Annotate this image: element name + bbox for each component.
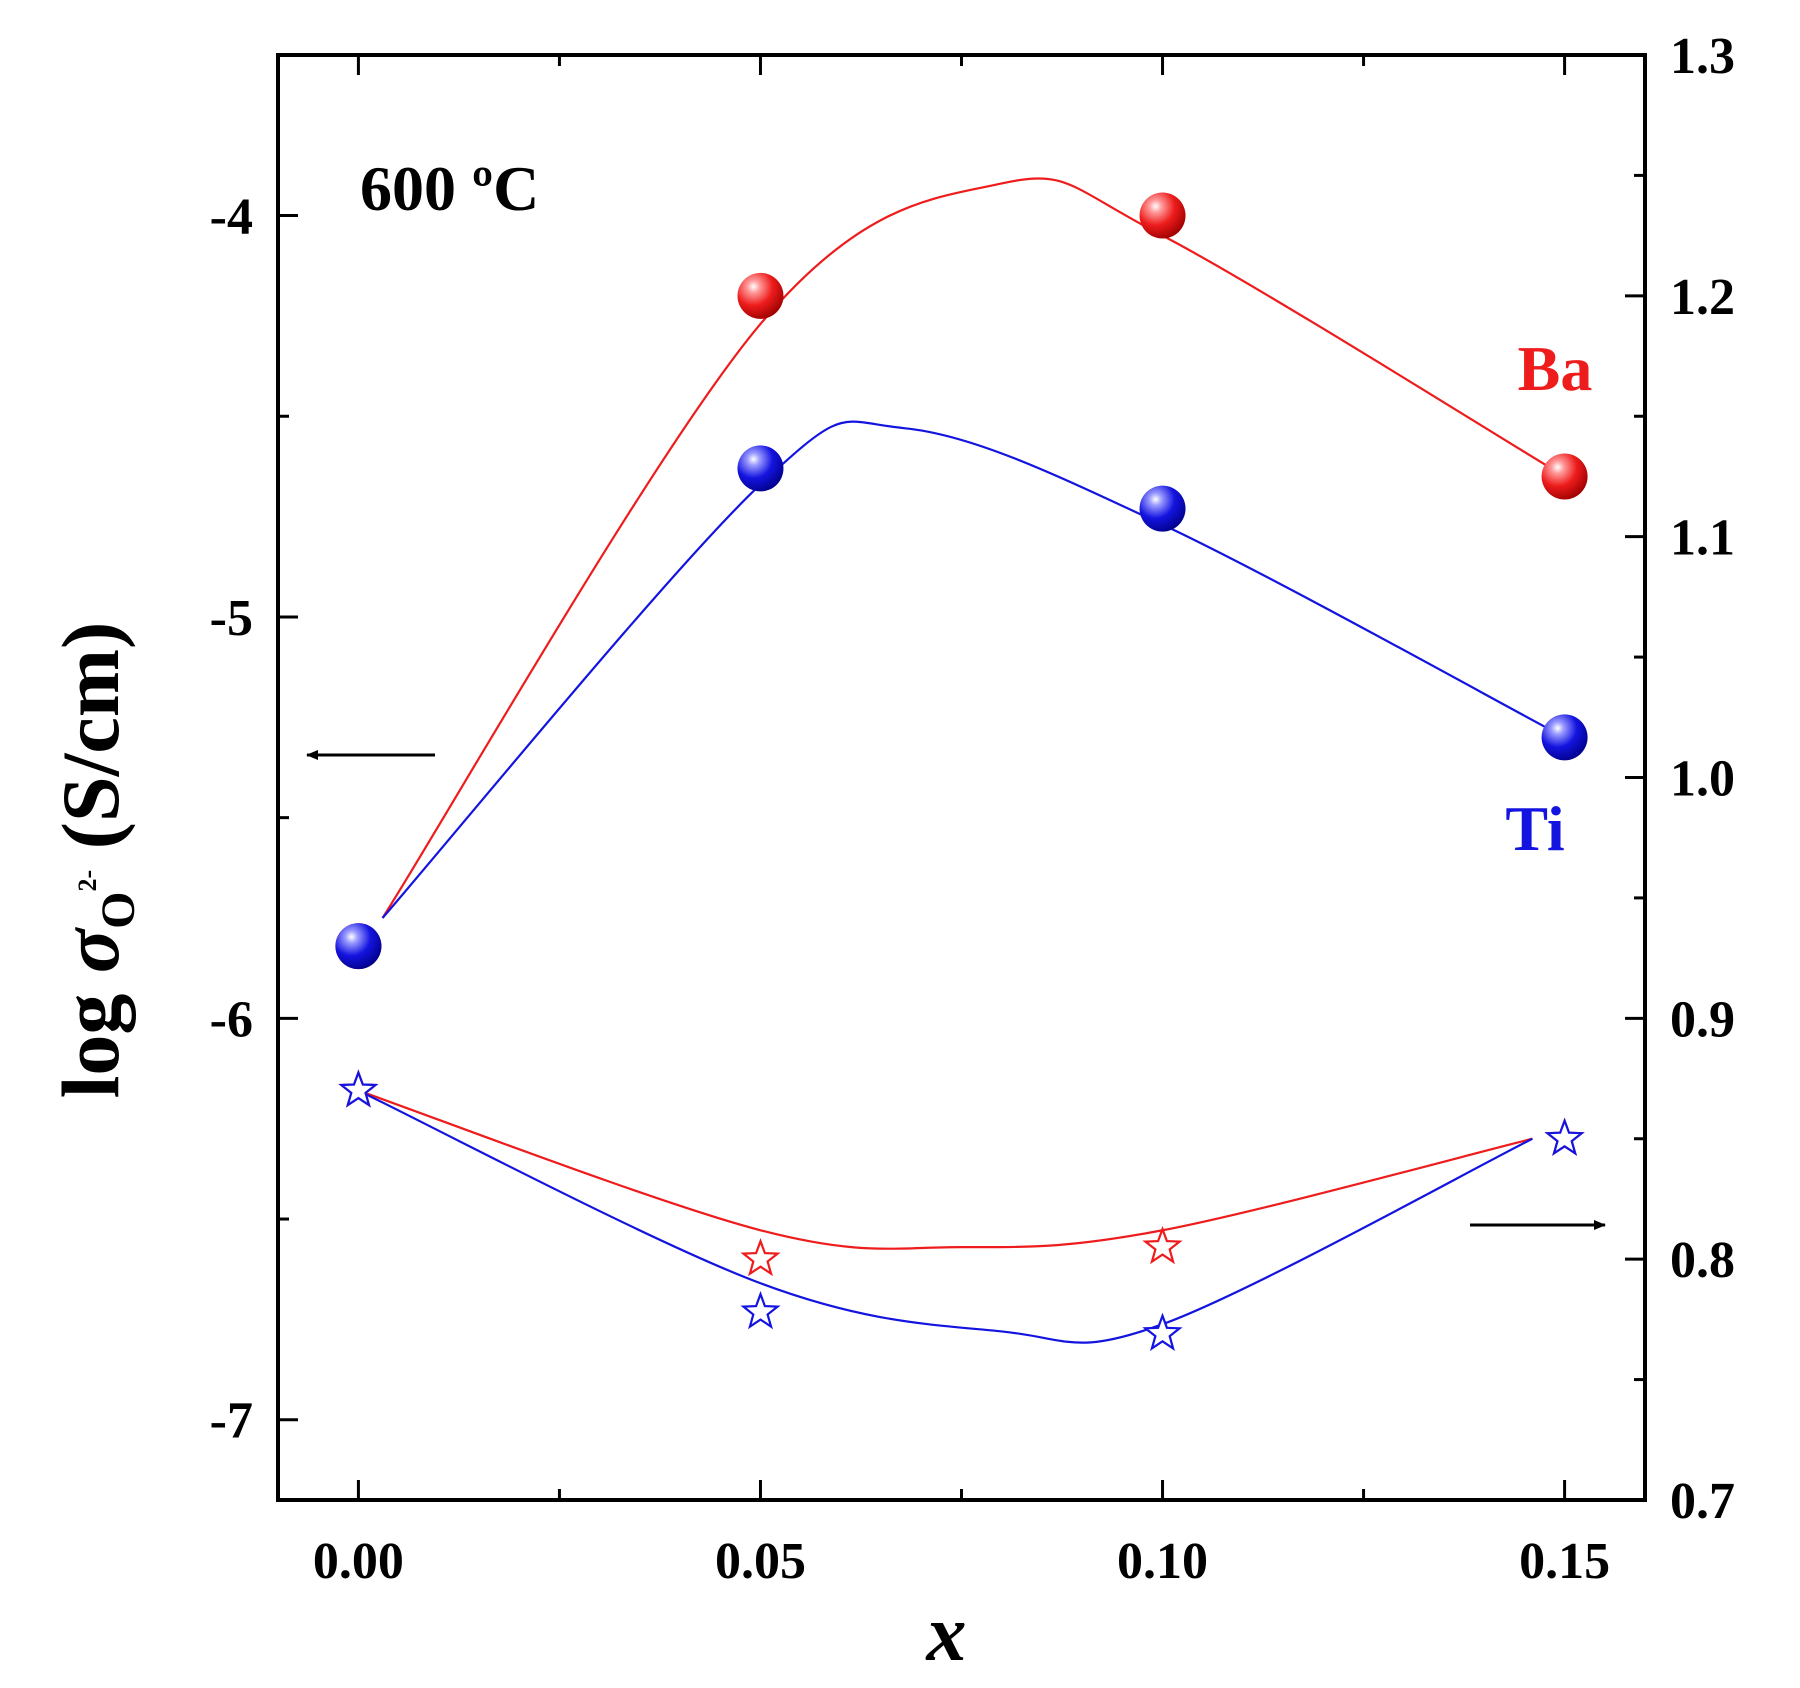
x-tick-label: 0.00 bbox=[313, 1533, 404, 1590]
x-tick-label: 0.15 bbox=[1519, 1533, 1610, 1590]
curve-ba-left bbox=[381, 177, 1566, 919]
curve-ba-right bbox=[358, 1089, 1533, 1250]
point-ti-star bbox=[1142, 1312, 1183, 1351]
axes: 0.00 0.05 0.10 0.15 -4 -5 -6 -7 0.7 0.8 0.9 1.0 1.1 1… bbox=[210, 28, 1735, 1590]
y-left-tick-label: -7 bbox=[210, 1393, 253, 1450]
series-label-ti: Ti bbox=[1505, 793, 1564, 864]
y-right-tick-label: 1.0 bbox=[1670, 751, 1735, 808]
y-left-tick-label: -4 bbox=[210, 189, 253, 246]
plot-frame bbox=[276, 53, 1647, 1502]
fitted-curves bbox=[357, 177, 1566, 1344]
y-right-tick-label: 0.9 bbox=[1670, 991, 1735, 1048]
y-right-tick-label: 0.7 bbox=[1670, 1473, 1735, 1530]
y-right-tick-label: 1.2 bbox=[1670, 269, 1735, 326]
temperature-annotation: 600 ºC bbox=[360, 153, 539, 224]
point-ti-sphere bbox=[1139, 485, 1186, 532]
point-ti-star bbox=[338, 1069, 379, 1108]
point-ti-star bbox=[1544, 1117, 1585, 1156]
point-ba-sphere bbox=[1541, 453, 1588, 500]
y-right-tick-label: 0.8 bbox=[1670, 1232, 1735, 1289]
point-ba-star bbox=[1142, 1225, 1183, 1265]
point-ba-star bbox=[740, 1238, 781, 1277]
y-axis-title: log σO2- (S/cm) bbox=[45, 622, 145, 1099]
curve-ti-right bbox=[357, 1089, 1533, 1344]
point-ti-sphere bbox=[1541, 714, 1588, 761]
point-ti-sphere bbox=[335, 923, 382, 970]
point-ba-sphere bbox=[737, 272, 784, 319]
series-label-ba: Ba bbox=[1518, 333, 1593, 404]
x-axis-title: x bbox=[926, 1590, 967, 1678]
curve-ti-left bbox=[381, 420, 1566, 919]
y-right-tick-label: 1.3 bbox=[1670, 28, 1735, 85]
y-right-tick-label: 1.1 bbox=[1670, 510, 1735, 567]
data-markers bbox=[335, 192, 1588, 1351]
x-tick-label: 0.05 bbox=[715, 1533, 806, 1590]
point-ba-sphere bbox=[1139, 192, 1186, 239]
y-left-tick-label: -6 bbox=[210, 991, 253, 1048]
point-ti-sphere bbox=[737, 445, 784, 492]
y-left-tick-label: -5 bbox=[210, 590, 253, 647]
point-ti-star bbox=[740, 1290, 781, 1330]
x-tick-label: 0.10 bbox=[1117, 1533, 1208, 1590]
chart-labels: x log σO2- (S/cm) 600 ºC Ba Ti bbox=[45, 153, 1606, 1678]
